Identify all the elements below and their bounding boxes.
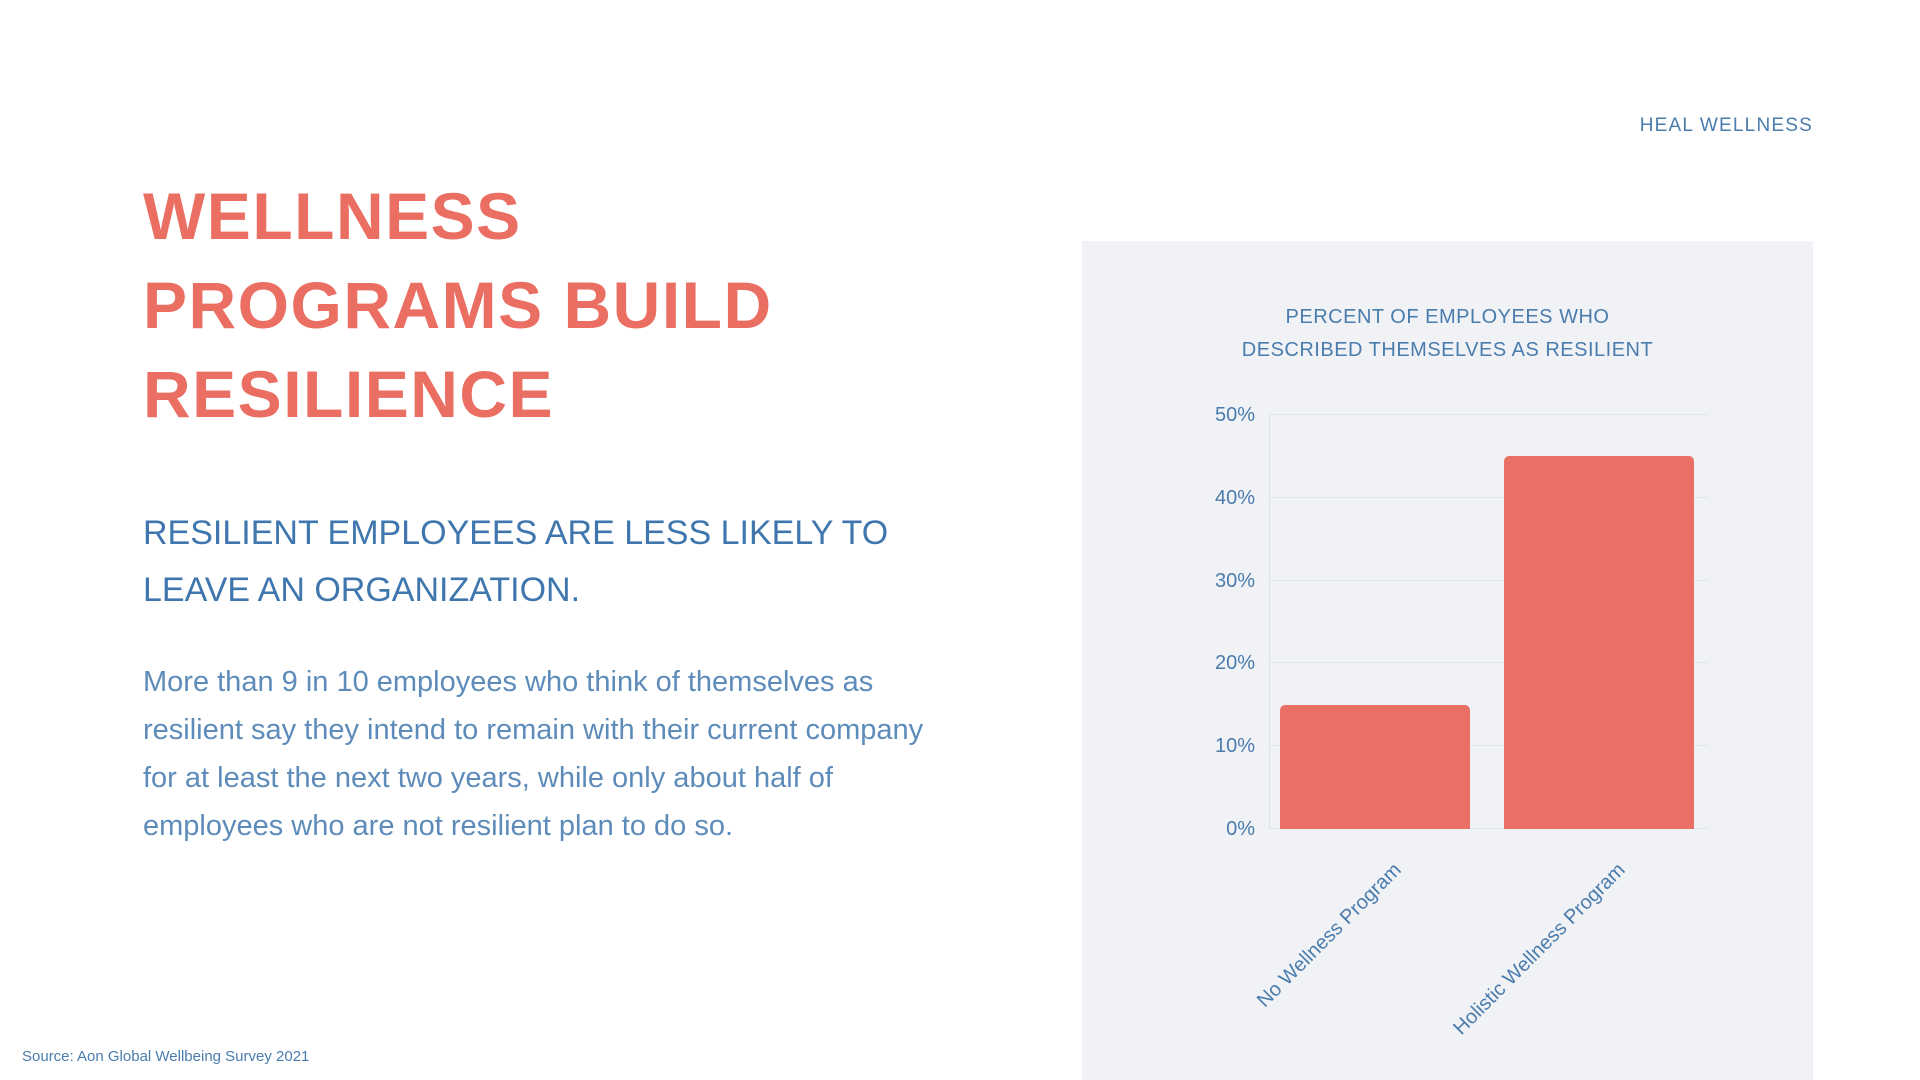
gridline	[1269, 579, 1709, 581]
gridline	[1269, 496, 1709, 498]
gridline	[1269, 745, 1709, 747]
y-tick-label: 0%	[1226, 818, 1255, 840]
slide-body-text: More than 9 in 10 employees who think of…	[143, 666, 924, 842]
bar-chart: 50% 40% 30% 20% 10% 0% No Wellness Program Ho…	[1215, 404, 1709, 1039]
y-axis-line	[1269, 415, 1270, 829]
chart-title-line-1: PERCENT OF EMPLOYEES WHO	[1285, 306, 1610, 328]
chart-title: PERCENT OF EMPLOYEES WHO DESCRIBED THEMS…	[1082, 301, 1813, 367]
slide-subtitle: RESILIENT EMPLOYEES ARE LESS LIKELY TO L…	[143, 514, 889, 609]
chart-title-line-2: DESCRIBED THEMSELVES AS RESILIENT	[1241, 339, 1654, 361]
slide-title: WELLNESS PROGRAMS BUILD RESILIENCE	[143, 172, 773, 439]
y-tick-label: 20%	[1214, 652, 1255, 675]
chart-panel: PERCENT OF EMPLOYEES WHO DESCRIBED THEMS…	[1082, 241, 1813, 1080]
y-tick-label: 30%	[1214, 569, 1255, 592]
y-tick-label: 40%	[1214, 486, 1255, 509]
gridlines	[1269, 414, 1709, 829]
slide-title-line-1: WELLNESS	[143, 179, 522, 253]
bar-holistic-wellness-program	[1504, 456, 1694, 829]
source-citation: Source: Aon Global Wellbeing Survey 2021	[22, 1048, 310, 1065]
slide-title-line-2: PROGRAMS BUILD	[143, 268, 773, 342]
gridline	[1269, 414, 1709, 415]
x-axis-label-no-wellness-program: No Wellness Program	[1252, 859, 1406, 1012]
y-axis-labels: 50% 40% 30% 20% 10% 0%	[1189, 404, 1255, 840]
gridline	[1269, 828, 1709, 829]
gridline	[1269, 662, 1709, 664]
y-tick-label: 10%	[1214, 735, 1255, 758]
slide-title-line-3: RESILIENCE	[143, 357, 555, 431]
y-tick-label: 50%	[1214, 404, 1255, 426]
brand-wordmark: HEAL WELLNESS	[1639, 115, 1813, 136]
x-axis-label-holistic-wellness-program: Holistic Wellness Program	[1449, 859, 1630, 1040]
bar-no-wellness-program	[1280, 704, 1470, 829]
